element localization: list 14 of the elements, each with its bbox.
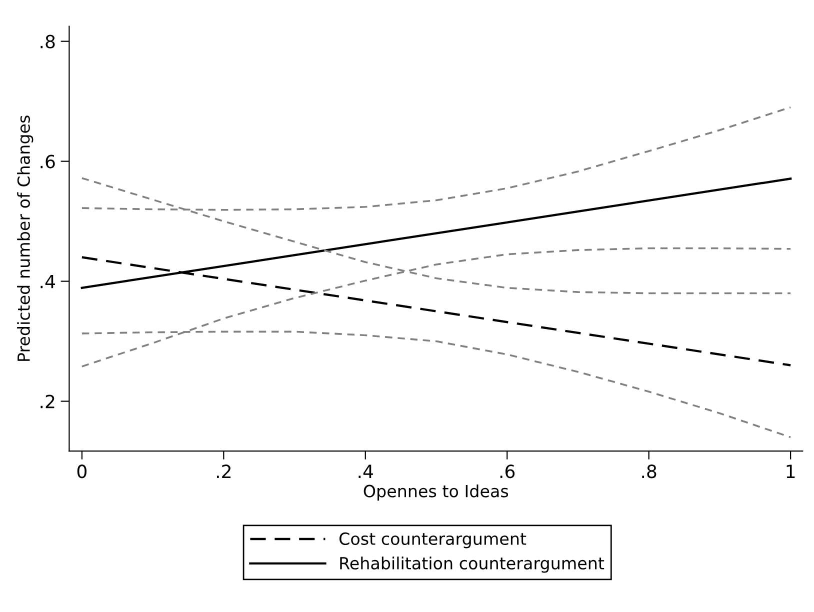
x-tick-label: 1 xyxy=(786,464,795,478)
y-axis-title: Predicted number of Changes xyxy=(17,116,34,361)
x-axis-title: Opennes to Ideas xyxy=(364,484,508,501)
x-tick-label: .4 xyxy=(358,464,373,478)
y-tick-label: .2 xyxy=(40,394,54,408)
legend-label: Cost counterargument xyxy=(339,532,526,548)
x-tick-label: .8 xyxy=(642,464,656,478)
x-tick-label: .6 xyxy=(500,464,515,478)
x-tick-label: .2 xyxy=(216,464,230,478)
x-tick-label: 0 xyxy=(77,464,86,478)
y-tick-label: .6 xyxy=(40,154,55,168)
legend-label: Rehabilitation counterargument xyxy=(340,556,604,573)
y-tick-label: .4 xyxy=(40,274,55,288)
y-tick-label: .8 xyxy=(40,34,55,48)
